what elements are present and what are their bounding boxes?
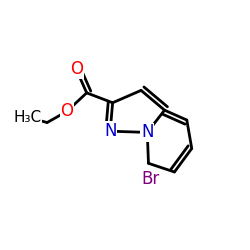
Text: O: O [60,102,74,120]
Text: O: O [70,60,83,78]
Text: N: N [141,124,154,142]
Text: H₃C: H₃C [13,110,42,125]
Text: N: N [104,122,117,140]
Text: Br: Br [142,170,160,188]
